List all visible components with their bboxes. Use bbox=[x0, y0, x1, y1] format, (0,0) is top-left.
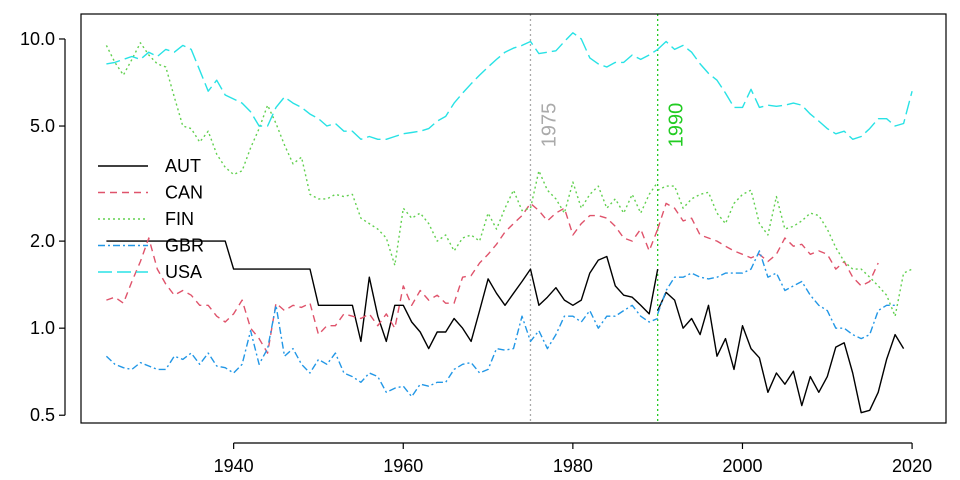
series-line-gbr-0 bbox=[105, 304, 658, 398]
legend-label: USA bbox=[165, 262, 202, 282]
legend-label: FIN bbox=[165, 209, 194, 229]
series-line-can-0 bbox=[106, 202, 659, 354]
y-tick-label: 0.5 bbox=[30, 405, 55, 425]
x-axis: 1940 1960 1980 2000 2020 bbox=[214, 442, 932, 476]
legend: AUT CAN FIN GBR USA bbox=[98, 156, 204, 282]
legend-item-gbr: GBR bbox=[98, 236, 204, 256]
series-line-aut-1 bbox=[657, 291, 905, 414]
series-lines bbox=[105, 32, 913, 414]
legend-item-aut: AUT bbox=[98, 156, 201, 176]
x-tick-label: 2020 bbox=[892, 456, 932, 476]
series-line-usa-1 bbox=[657, 40, 913, 141]
series-line-fin-0 bbox=[105, 42, 659, 266]
series-line-fin-1 bbox=[657, 185, 913, 317]
legend-label: GBR bbox=[165, 236, 204, 256]
vline-label-1975: 1975 bbox=[538, 103, 560, 148]
legend-label: CAN bbox=[165, 183, 203, 203]
series-line-gbr-1 bbox=[657, 250, 896, 340]
legend-label: AUT bbox=[165, 156, 201, 176]
vline-label-1990: 1990 bbox=[666, 103, 688, 148]
series-line-can-1 bbox=[657, 202, 879, 287]
x-tick-label: 1980 bbox=[553, 456, 593, 476]
y-tick-label: 10.0 bbox=[20, 29, 55, 49]
series-line-aut-0 bbox=[106, 240, 659, 350]
legend-item-fin: FIN bbox=[98, 209, 194, 229]
y-tick-label: 5.0 bbox=[30, 116, 55, 136]
y-axis: 0.5 1.0 2.0 5.0 10.0 bbox=[20, 29, 66, 425]
series-line-usa-0 bbox=[106, 32, 659, 141]
plot-frame bbox=[80, 13, 947, 424]
x-tick-label: 1960 bbox=[383, 456, 423, 476]
legend-item-usa: USA bbox=[98, 262, 202, 282]
y-tick-label: 1.0 bbox=[30, 318, 55, 338]
y-tick-label: 2.0 bbox=[30, 231, 55, 251]
x-tick-label: 1940 bbox=[214, 456, 254, 476]
x-tick-label: 2000 bbox=[722, 456, 762, 476]
legend-item-can: CAN bbox=[98, 183, 203, 203]
reference-lines: 1975 1990 bbox=[529, 14, 688, 423]
